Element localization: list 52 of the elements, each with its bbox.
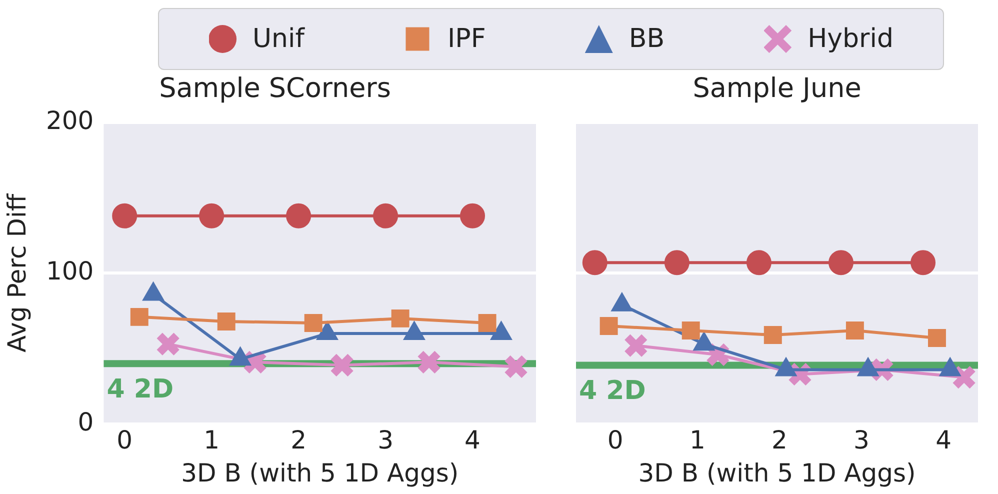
point	[416, 350, 442, 375]
point	[304, 314, 322, 332]
point	[156, 332, 181, 357]
x-tick-label: 0	[607, 426, 624, 454]
point	[112, 203, 138, 228]
point	[764, 326, 782, 344]
point	[478, 314, 496, 332]
ref-line-label: 4 2D	[106, 374, 174, 404]
point	[828, 250, 854, 276]
point	[582, 250, 608, 276]
y-tick-label: 0	[78, 408, 94, 436]
x-tick-label: 4	[464, 426, 480, 454]
point	[504, 354, 528, 380]
point	[130, 308, 148, 326]
point	[242, 350, 268, 375]
x-tick-label: 2	[772, 426, 788, 454]
y-axis-title: Avg Perc Diff	[2, 193, 32, 353]
x-axis-title: 3D B (with 5 1D Aggs)	[181, 458, 459, 488]
x-tick-label: 1	[689, 426, 706, 454]
y-tick-label: 100	[46, 256, 94, 286]
x-tick-label: 4	[936, 426, 952, 454]
x-tick-label: 2	[290, 426, 306, 454]
point	[664, 250, 690, 276]
x-axis-title: 3D B (with 5 1D Aggs)	[638, 458, 916, 488]
point	[460, 203, 486, 228]
point	[682, 322, 700, 340]
point	[330, 352, 355, 378]
point	[623, 333, 648, 358]
point	[910, 250, 936, 276]
x-tick-label: 3	[854, 426, 870, 454]
point	[286, 203, 312, 228]
legend-label: IPF	[447, 24, 486, 54]
x-tick-label: 3	[378, 426, 394, 454]
legend-label: Unif	[252, 24, 304, 54]
x-tick-label: 0	[116, 426, 133, 454]
point	[705, 342, 730, 368]
point	[846, 322, 864, 340]
point	[199, 203, 224, 228]
point	[373, 203, 398, 228]
chart-title: Sample June	[692, 73, 862, 104]
y-tick-label: 200	[46, 106, 94, 135]
point	[952, 364, 977, 390]
point	[600, 316, 618, 335]
ref-line-label: 4 2D	[579, 376, 646, 406]
point	[391, 309, 410, 328]
point	[217, 312, 236, 330]
point	[746, 250, 772, 276]
legend-label: Hybrid	[808, 24, 894, 54]
chart-title: Sample SCorners	[159, 73, 391, 104]
point	[928, 329, 946, 348]
x-tick-label: 1	[204, 426, 220, 454]
legend-label: BB	[628, 24, 665, 54]
